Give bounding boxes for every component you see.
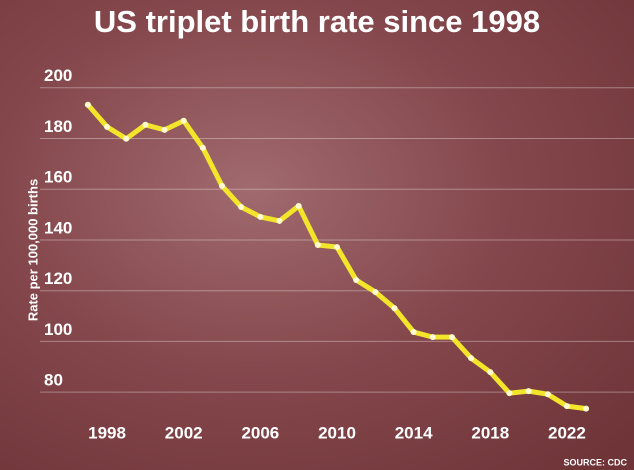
data-point <box>506 390 513 397</box>
data-point <box>410 329 417 336</box>
x-tick-label: 1998 <box>88 423 126 442</box>
data-point <box>295 202 302 209</box>
x-tick-label: 2014 <box>395 423 433 442</box>
data-point <box>372 288 379 295</box>
data-point <box>219 182 226 189</box>
data-point <box>353 277 360 284</box>
data-point <box>487 369 494 376</box>
data-point <box>276 217 283 224</box>
data-point <box>180 117 187 124</box>
x-tick-label: 2018 <box>471 423 509 442</box>
y-tick-label: 120 <box>44 269 72 288</box>
y-tick-label: 180 <box>44 117 72 136</box>
data-point <box>563 403 570 410</box>
data-point <box>104 123 111 130</box>
chart-title: US triplet birth rate since 1998 <box>94 4 540 39</box>
x-tick-label: 2002 <box>165 423 203 442</box>
y-axis-label: Rate per 100,000 births <box>25 179 40 321</box>
data-point <box>448 334 455 341</box>
data-point <box>314 242 321 249</box>
data-point <box>391 305 398 312</box>
data-point <box>238 203 245 210</box>
data-point <box>142 121 149 128</box>
data-point <box>583 405 590 412</box>
data-point <box>84 101 91 108</box>
y-tick-label: 200 <box>44 66 72 85</box>
x-tick-label: 2006 <box>241 423 279 442</box>
data-point <box>468 355 475 362</box>
source: SOURCE: CDC <box>563 457 627 467</box>
data-point <box>161 126 168 133</box>
y-tick-label: 100 <box>44 320 72 339</box>
data-point <box>257 213 264 220</box>
data-point <box>525 388 532 395</box>
y-tick-label: 80 <box>44 371 63 390</box>
data-point <box>334 244 340 251</box>
data-point <box>544 391 551 398</box>
data-point <box>199 144 206 151</box>
y-tick-label: 140 <box>44 218 72 237</box>
x-tick-label: 2022 <box>548 423 586 442</box>
y-tick-label: 160 <box>44 168 72 187</box>
data-point <box>429 334 436 341</box>
data-point <box>123 135 130 142</box>
x-tick-label: 2010 <box>318 423 356 442</box>
